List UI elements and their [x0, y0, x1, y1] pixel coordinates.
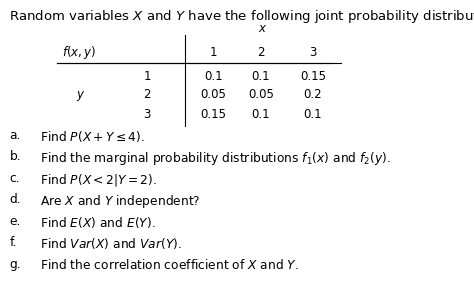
Text: Find $E(X)$ and $E(Y)$.: Find $E(X)$ and $E(Y)$.	[40, 215, 156, 230]
Text: 3: 3	[309, 46, 317, 59]
Text: c.: c.	[9, 172, 20, 185]
Text: 1: 1	[210, 46, 217, 59]
Text: a.: a.	[9, 129, 21, 142]
Text: e.: e.	[9, 215, 21, 228]
Text: d.: d.	[9, 193, 21, 206]
Text: b.: b.	[9, 150, 21, 163]
Text: 0.1: 0.1	[303, 108, 322, 121]
Text: 0.1: 0.1	[251, 70, 270, 83]
Text: 0.15: 0.15	[300, 70, 326, 83]
Text: 0.1: 0.1	[204, 70, 223, 83]
Text: 0.15: 0.15	[201, 108, 226, 121]
Text: 0.05: 0.05	[248, 88, 273, 101]
Text: Are $X$ and $Y$ independent?: Are $X$ and $Y$ independent?	[40, 193, 201, 210]
Text: $y$: $y$	[76, 89, 85, 102]
Text: 1: 1	[143, 70, 151, 83]
Text: 2: 2	[257, 46, 264, 59]
Text: Find $P(X < 2|Y = 2)$.: Find $P(X < 2|Y = 2)$.	[40, 172, 157, 188]
Text: 0.05: 0.05	[201, 88, 226, 101]
Text: 3: 3	[143, 108, 151, 121]
Text: 0.2: 0.2	[303, 88, 322, 101]
Text: Find $P(X + Y \leq 4)$.: Find $P(X + Y \leq 4)$.	[40, 129, 146, 144]
Text: g.: g.	[9, 258, 21, 271]
Text: $f(x, y)$: $f(x, y)$	[62, 44, 96, 61]
Text: f.: f.	[9, 236, 17, 249]
Text: Find the marginal probability distributions $f_1(x)$ and $f_2(y)$.: Find the marginal probability distributi…	[40, 150, 391, 167]
Text: 2: 2	[143, 88, 151, 101]
Text: Find the correlation coefficient of $X$ and $Y$.: Find the correlation coefficient of $X$ …	[40, 258, 299, 272]
Text: 0.1: 0.1	[251, 108, 270, 121]
Text: Find $Var(X)$ and $Var(Y)$.: Find $Var(X)$ and $Var(Y)$.	[40, 236, 182, 251]
Text: $x$: $x$	[258, 22, 268, 35]
Text: Random variables $X$ and $Y$ have the following joint probability distribution.: Random variables $X$ and $Y$ have the fo…	[9, 8, 474, 25]
